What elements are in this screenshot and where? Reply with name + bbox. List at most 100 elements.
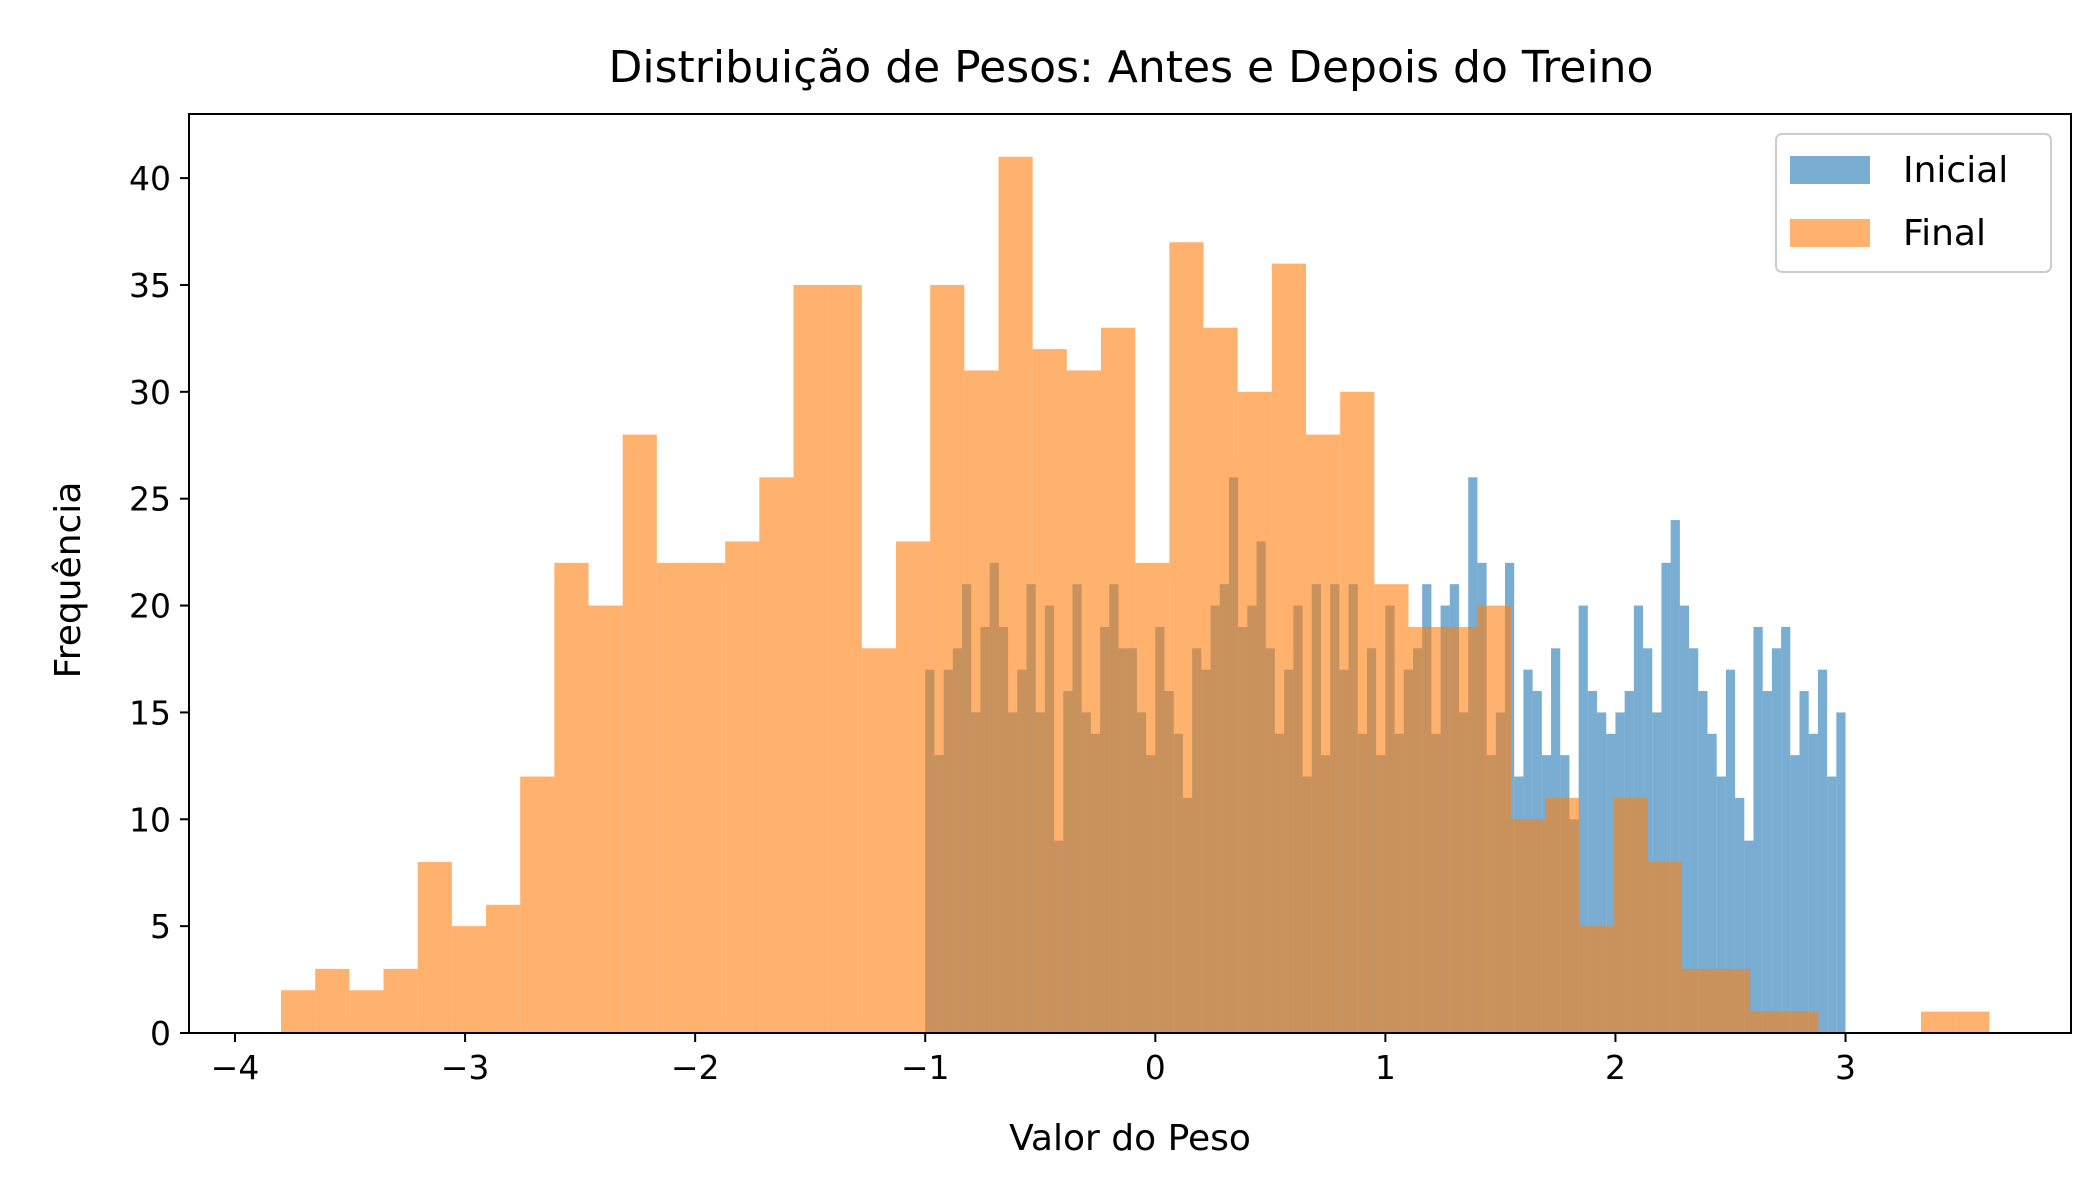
y-tick-label: 10: [129, 800, 171, 839]
bar-final: [725, 541, 760, 1033]
bar-inicial: [1827, 776, 1837, 1033]
legend-label-final: Final: [1903, 213, 1986, 254]
bar-final: [349, 990, 384, 1033]
bar-final: [315, 968, 350, 1033]
y-tick-label: 25: [129, 480, 171, 519]
bar-inicial: [1735, 797, 1745, 1033]
bar-final: [520, 776, 555, 1033]
bar-final: [281, 990, 316, 1033]
bar-final: [1237, 391, 1272, 1033]
bar-final: [759, 477, 794, 1034]
bar-final: [1408, 626, 1443, 1033]
bar-inicial: [1790, 755, 1800, 1033]
bar-inicial: [1753, 626, 1763, 1033]
bar-inicial: [1578, 605, 1588, 1033]
bar-inicial: [1698, 691, 1708, 1033]
y-tick-label: 20: [129, 587, 171, 626]
bar-inicial: [1771, 648, 1782, 1033]
bar-final: [1511, 819, 1546, 1033]
bar-final: [1066, 370, 1102, 1034]
bar-final: [383, 968, 418, 1033]
x-axis-label: Valor do Peso: [1009, 1118, 1251, 1159]
bar-final: [1442, 626, 1477, 1033]
bar-final: [1476, 605, 1512, 1033]
x-tick-label: 2: [1605, 1048, 1626, 1087]
x-tick-label: −3: [441, 1048, 490, 1087]
bar-final: [793, 284, 828, 1033]
bar-final: [622, 434, 657, 1033]
bar-final: [964, 370, 999, 1034]
bars-layer: [281, 156, 1990, 1034]
bar-inicial: [1679, 605, 1690, 1033]
series-final: [281, 156, 1990, 1034]
bar-inicial: [1781, 626, 1791, 1033]
bar-inicial: [1817, 669, 1828, 1033]
bar-final: [1784, 1011, 1819, 1033]
bar-final: [691, 562, 726, 1033]
bar-inicial: [1725, 669, 1736, 1033]
y-tick-label: 5: [150, 907, 171, 946]
bar-final: [656, 562, 692, 1033]
bar-inicial: [1716, 776, 1726, 1033]
bar-final: [451, 926, 487, 1033]
bar-final: [1340, 391, 1375, 1033]
bar-inicial: [1799, 691, 1809, 1033]
bar-inicial: [1689, 648, 1699, 1033]
bar-final: [1579, 926, 1614, 1033]
legend-label-inicial: Inicial: [1903, 150, 2008, 191]
bar-inicial: [1707, 733, 1717, 1033]
bar-inicial: [1587, 691, 1598, 1033]
y-tick-label: 0: [150, 1014, 171, 1053]
bar-final: [554, 562, 589, 1033]
plot-frame: [188, 113, 2072, 1034]
x-tick-label: 0: [1145, 1048, 1166, 1087]
bar-inicial: [1597, 712, 1607, 1033]
y-axis-label: Frequência: [48, 482, 89, 679]
bar-inicial: [1670, 520, 1680, 1033]
bar-final: [998, 156, 1033, 1033]
bar-inicial: [1744, 840, 1754, 1033]
bar-final: [588, 605, 623, 1033]
bar-final: [930, 284, 965, 1033]
legend-swatch-final: [1790, 219, 1870, 247]
bar-final: [1681, 968, 1716, 1033]
x-tick-label: 1: [1375, 1048, 1396, 1087]
bar-final: [896, 541, 931, 1033]
legend: Inicial Final: [1775, 133, 2052, 273]
bar-final: [1169, 242, 1204, 1034]
chart-title: Distribuição de Pesos: Antes e Depois do…: [609, 42, 1654, 93]
bar-final: [1306, 434, 1341, 1033]
x-tick-label: −1: [901, 1048, 950, 1087]
bar-inicial: [1836, 712, 1846, 1033]
x-tick-label: −2: [671, 1048, 720, 1087]
bar-final: [1271, 263, 1307, 1034]
bar-final: [1750, 1011, 1785, 1033]
bar-final: [1647, 862, 1682, 1033]
bar-final: [1135, 562, 1170, 1033]
bar-inicial: [1661, 562, 1671, 1033]
bar-final: [861, 648, 897, 1033]
bar-final: [1955, 1011, 1990, 1033]
bar-inicial: [1606, 733, 1616, 1033]
y-tick-label: 35: [129, 266, 171, 305]
bar-final: [417, 862, 452, 1033]
bar-final: [1920, 1011, 1956, 1033]
y-tick-label: 30: [129, 373, 171, 412]
y-tick-label: 15: [129, 693, 171, 732]
bar-inicial: [1762, 691, 1772, 1033]
bar-final: [1203, 327, 1238, 1033]
y-tick-label: 40: [129, 159, 171, 198]
bar-final: [1545, 797, 1580, 1033]
bar-final: [1032, 349, 1067, 1033]
x-tick-label: −4: [211, 1048, 260, 1087]
bar-final: [1715, 968, 1751, 1033]
bar-final: [827, 284, 862, 1033]
bar-final: [1374, 584, 1409, 1033]
bar-final: [1613, 797, 1648, 1033]
bar-final: [486, 904, 521, 1033]
bar-inicial: [1808, 733, 1818, 1033]
x-tick-label: 3: [1835, 1048, 1856, 1087]
